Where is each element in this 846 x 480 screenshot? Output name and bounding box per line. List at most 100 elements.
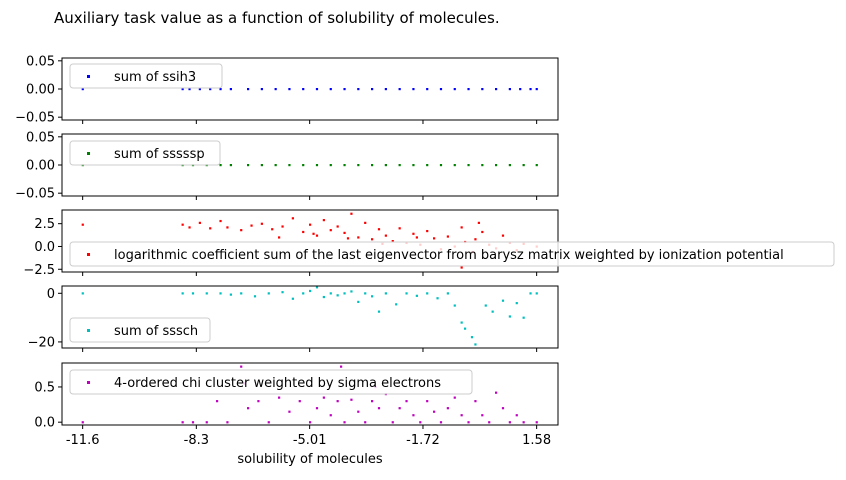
data-point [384, 292, 387, 295]
data-point [439, 421, 443, 424]
legend-marker [87, 253, 90, 256]
legend-box [69, 369, 473, 395]
data-point [395, 303, 398, 306]
data-point [288, 88, 291, 91]
data-point [364, 221, 367, 224]
data-point [398, 88, 401, 91]
data-point [460, 226, 463, 229]
legend-label: 4-ordered chi cluster weighted by sigma … [114, 376, 441, 391]
series-points [81, 212, 538, 269]
data-point [209, 227, 212, 230]
y-tick-label: 0.0 [34, 240, 55, 255]
data-point [253, 295, 257, 298]
data-point [191, 421, 195, 424]
data-point [495, 88, 498, 91]
data-point [535, 421, 538, 424]
data-point [371, 238, 374, 241]
legend-label: logarithmic coefficient sum of the last … [114, 248, 784, 263]
data-point [226, 226, 229, 229]
data-point [508, 315, 511, 318]
data-point [491, 310, 494, 313]
data-point [405, 292, 408, 295]
data-point [371, 400, 374, 403]
data-point [371, 295, 374, 298]
subplot-5: 0.5 0.0 -11.6 -8.3 -5.01 -1.72 1.58 solubility … [34, 362, 559, 467]
data-point [81, 421, 84, 424]
data-point [188, 88, 191, 91]
data-point [209, 88, 212, 91]
data-point [364, 421, 367, 424]
data-point [515, 302, 518, 305]
data-point [309, 421, 312, 424]
x-tick-label: -8.3 [184, 433, 209, 448]
data-point [240, 365, 243, 368]
data-point [302, 292, 305, 295]
data-point [278, 236, 281, 239]
data-point [426, 164, 429, 167]
data-point [453, 396, 456, 399]
data-point [329, 88, 332, 91]
data-point [329, 164, 332, 167]
data-point [309, 223, 312, 226]
legend: 4-ordered chi cluster weighted by sigma … [69, 369, 473, 395]
data-point [535, 164, 538, 167]
data-point [481, 164, 484, 167]
data-point [398, 407, 401, 410]
data-point [412, 88, 415, 91]
data-point [460, 266, 463, 269]
data-point [278, 396, 281, 399]
data-point [229, 164, 232, 167]
data-point [377, 228, 381, 231]
data-point [281, 225, 284, 228]
data-point [81, 292, 84, 295]
data-point [226, 421, 229, 424]
data-point [519, 88, 522, 91]
data-point [446, 407, 449, 410]
data-point [522, 421, 525, 424]
data-point [522, 316, 525, 319]
x-tick-label: 1.58 [522, 433, 551, 448]
data-point [329, 292, 332, 295]
y-tick-label: 0.00 [26, 83, 55, 98]
data-point [309, 289, 312, 293]
data-point [216, 400, 219, 403]
data-point [371, 164, 374, 167]
data-point [343, 421, 346, 424]
legend-box [69, 241, 835, 267]
data-point [535, 292, 538, 295]
data-point [350, 290, 353, 293]
data-point [391, 240, 394, 243]
y-tick-label: 0.0 [34, 416, 55, 431]
data-point [329, 414, 332, 417]
y-tick-label: −2.5 [23, 263, 55, 278]
data-point [343, 164, 346, 167]
data-point [302, 230, 305, 234]
data-point [219, 88, 222, 91]
data-point [322, 295, 325, 299]
legend-box [69, 317, 211, 343]
data-point [329, 229, 332, 232]
data-point [336, 400, 339, 403]
data-point [260, 222, 263, 225]
data-point [501, 299, 505, 302]
data-point [495, 391, 498, 394]
subplot-3: 2.5 0.0 −2.5 logarithmic coefficient sum of… [23, 209, 835, 278]
data-point [350, 212, 353, 215]
data-point [501, 234, 505, 237]
data-point [453, 304, 456, 307]
data-point [412, 164, 415, 167]
data-point [343, 292, 346, 295]
series-points [81, 88, 538, 91]
data-point [229, 88, 232, 91]
data-point [453, 88, 456, 91]
data-point [322, 219, 325, 222]
data-point [398, 164, 401, 167]
data-point [315, 88, 319, 91]
data-point [415, 236, 418, 239]
data-point [426, 292, 429, 295]
legend-label: sum of ssih3 [114, 70, 196, 85]
x-tick-label: -5.01 [293, 433, 327, 448]
data-point [377, 310, 381, 313]
data-point [336, 294, 339, 297]
